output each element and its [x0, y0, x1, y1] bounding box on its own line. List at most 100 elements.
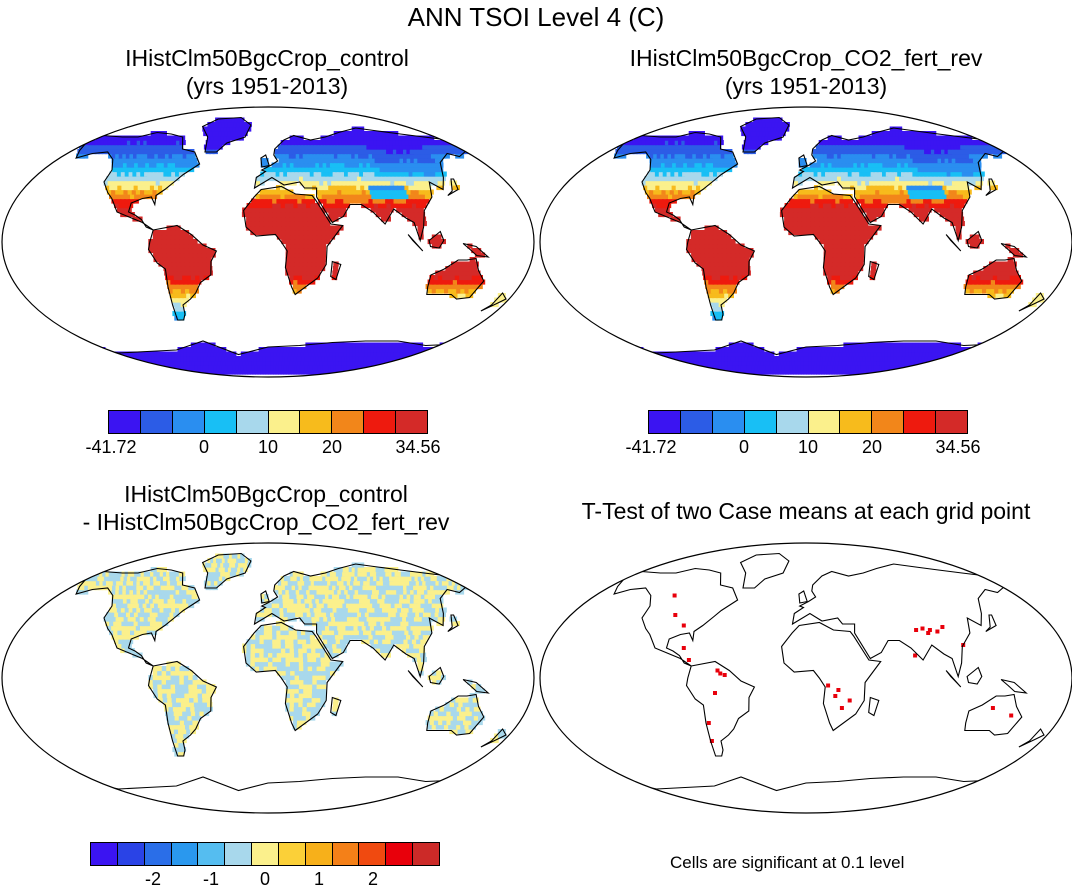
map4-coastlines [613, 552, 1045, 792]
significant-cell [935, 629, 940, 634]
significant-cell [706, 721, 711, 725]
significant-cell [826, 683, 831, 688]
cbar3-swatch-10 [359, 843, 387, 865]
cbar3-swatch-3 [171, 843, 199, 865]
cbar1-swatch-7 [332, 411, 365, 433]
map3-land-cells [76, 553, 507, 757]
significant-cell [713, 691, 717, 695]
cbar3-swatch-8 [305, 843, 333, 865]
panel-2-title-line1: IHistClm50BgcCrop_CO2_fert_rev [629, 45, 983, 71]
panel-3-title-line2: - IHistClm50BgcCrop_CO2_fert_rev [82, 509, 450, 535]
cbar3-ticks-label-0: -2 [144, 869, 162, 889]
cbar1-swatch-1 [140, 411, 173, 433]
map4-land-cells [672, 593, 1014, 743]
significant-cell [839, 706, 844, 710]
significant-cell [833, 694, 838, 698]
cbar2-swatch-6 [840, 411, 873, 433]
significant-cell [926, 631, 931, 635]
significant-cell [681, 623, 686, 628]
cbar3-ticks-label-1: -1 [202, 869, 220, 889]
significant-cell [913, 653, 918, 658]
panel-1-map [1, 106, 535, 378]
significant-cell [672, 593, 677, 598]
panel-2-title: IHistClm50BgcCrop_CO2_fert_rev (yrs 1951… [566, 44, 1046, 100]
figure-title: ANN TSOI Level 4 (C) [407, 2, 665, 32]
cbar1-swatch-0 [109, 411, 141, 433]
cbar2-swatch-8 [904, 411, 937, 433]
map2-land-cells [612, 117, 1045, 375]
significant-cell [927, 628, 932, 632]
panel-4-map [539, 542, 1072, 814]
panel-1-title-line1: IHistClm50BgcCrop_control [125, 45, 409, 71]
cbar1-ticks-label-2: 10 [257, 437, 279, 457]
map2-outline [539, 106, 1072, 378]
map3-coastlines [75, 552, 507, 792]
map3-outline [1, 542, 535, 814]
panel-4-title: T-Test of two Case means at each grid po… [540, 497, 1072, 525]
cbar2-swatch-1 [680, 411, 713, 433]
cbar3-swatch-6 [252, 843, 279, 865]
cbar2-swatch-2 [712, 411, 745, 433]
map1-land-cells [74, 117, 507, 375]
cbar1-swatch-9 [396, 411, 428, 433]
panel-3-map [1, 542, 535, 814]
cbar2-ticks-label-3: 20 [861, 437, 883, 457]
cbar1-swatch-8 [364, 411, 397, 433]
cbar1-swatch-2 [172, 411, 205, 433]
cbar2-ticks-label-2: 10 [797, 437, 819, 457]
significant-cell [1009, 713, 1014, 718]
panel-1-colorbar [108, 410, 428, 434]
panel-2-colorbar [648, 410, 968, 434]
cbar3-swatch-4 [198, 843, 226, 865]
significant-cell [920, 626, 925, 631]
significant-cell [686, 658, 691, 662]
cbar2-swatch-9 [936, 411, 968, 433]
cbar2-swatch-3 [744, 411, 777, 433]
map2-coastlines [613, 116, 1045, 356]
cbar2-swatch-7 [872, 411, 905, 433]
cbar3-ticks-label-3: 1 [313, 869, 325, 889]
cbar2-ticks-label-0: -41.72 [625, 437, 677, 457]
cbar3-swatch-11 [386, 843, 414, 865]
panel-3-title-line1: IHistClm50BgcCrop_control [124, 481, 408, 507]
cbar1-ticks-label-0: -41.72 [85, 437, 137, 457]
cbar1-ticks-label-4: 34.56 [395, 437, 441, 457]
cbar3-swatch-5 [225, 843, 253, 865]
cbar1-swatch-4 [236, 411, 269, 433]
cbar3-ticks-label-4: 2 [367, 869, 379, 889]
cbar3-swatch-1 [117, 843, 145, 865]
map1-coastlines [75, 116, 507, 356]
cbar1-swatch-3 [204, 411, 237, 433]
significant-cell [709, 739, 714, 743]
cbar3-swatch-9 [332, 843, 360, 865]
cbar1-ticks-label-1: 0 [198, 437, 210, 457]
cbar1-swatch-6 [300, 411, 333, 433]
significant-cell [990, 706, 995, 710]
cbar2-swatch-5 [808, 411, 841, 433]
cbar1-ticks-label-3: 20 [321, 437, 343, 457]
cbar2-ticks-label-1: 0 [738, 437, 750, 457]
cbar3-ticks-label-2: 0 [259, 869, 271, 889]
cbar3-swatch-2 [144, 843, 172, 865]
cbar3-swatch-7 [278, 843, 306, 865]
panel-3-colorbar [90, 842, 440, 866]
significant-cell [940, 625, 945, 629]
map4-outline [539, 542, 1072, 814]
significant-cell [715, 668, 720, 673]
panel-4-title-line1: T-Test of two Case means at each grid po… [581, 498, 1031, 524]
significant-cell [722, 673, 727, 677]
panel-1-title: IHistClm50BgcCrop_control (yrs 1951-2013… [27, 44, 507, 100]
significant-cell [681, 646, 686, 650]
panel-1-title-line2: (yrs 1951-2013) [185, 73, 349, 99]
significant-cell [847, 698, 852, 703]
cbar2-ticks-label-4: 34.56 [935, 437, 981, 457]
panel-2-map [539, 106, 1072, 378]
significant-cell [914, 628, 919, 632]
significance-note: Cells are significant at 0.1 level [670, 853, 905, 872]
cbar3-swatch-12 [413, 843, 439, 865]
significant-cell [718, 671, 723, 676]
significant-cell [673, 613, 678, 617]
panel-2-title-line2: (yrs 1951-2013) [724, 73, 888, 99]
cbar2-swatch-0 [649, 411, 681, 433]
panel-3-title: IHistClm50BgcCrop_control - IHistClm50Bg… [6, 480, 526, 536]
